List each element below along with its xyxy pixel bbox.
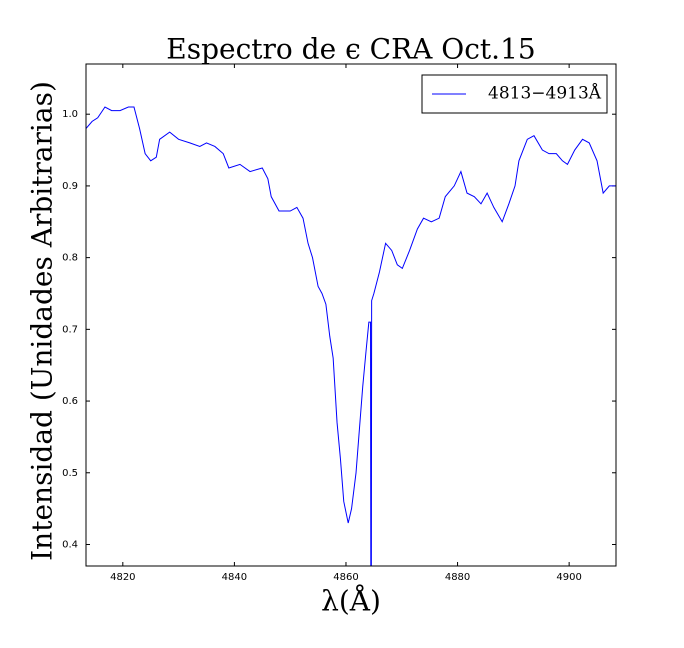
y-tick-label: 0.6 [62,396,78,407]
x-tick-label: 4820 [110,572,135,583]
x-tick-label: 4860 [333,572,358,583]
y-tick-label: 0.7 [62,324,78,335]
legend-label: 4813−4913Å [488,83,602,104]
plot-area [86,106,616,566]
y-axis-label: Intensidad (Unidades Arbitrarias) [26,81,59,561]
y-tick-label: 0.4 [62,539,78,550]
x-tick-label: 4840 [222,572,247,583]
chart-title: Espectro de ϵ CRA Oct.15 [166,33,535,66]
x-tick-label: 4900 [556,572,581,583]
y-tick-label: 0.5 [62,468,78,479]
y-tick-label: 0.9 [62,181,78,192]
plot-frame [85,63,617,567]
x-tick-label: 4880 [445,572,470,583]
y-tick-label: 1.0 [62,109,78,120]
x-axis-label: λ(Å) [321,585,381,618]
y-tick-label: 0.8 [62,253,78,264]
spectrum-line [86,106,616,566]
